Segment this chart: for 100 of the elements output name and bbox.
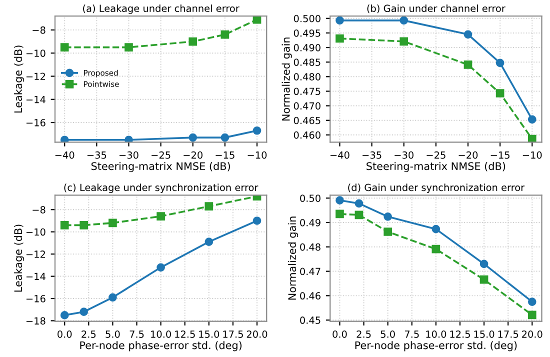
point [60,136,69,142]
x-tick-label: −25 [152,151,170,159]
x-tick-label: −30 [394,151,414,159]
x-tick-label: 5.0 [380,330,395,338]
x-tick-label: 12.5 [450,330,470,338]
x-axis-title: Steering-matrix NMSE (dB) [366,162,506,172]
point [188,37,198,46]
point [60,43,69,52]
point [108,218,117,228]
point [354,210,364,220]
x-tick-label: 15.0 [474,330,494,338]
x-tick-label: 17.5 [223,330,243,338]
y-tick-label: −10 [26,50,46,57]
x-tick-label: 2.5 [82,330,96,338]
y-tick-label: −16 [26,119,46,126]
x-tick-label: −35 [87,151,106,159]
point [204,238,214,246]
y-tick-label: 0.470 [294,102,320,110]
x-tick-label: −10 [522,151,542,159]
point [108,293,117,302]
point [432,224,440,234]
y-tick-label: 0.46 [300,292,320,300]
point [60,221,69,230]
point [384,212,392,221]
point [432,244,440,254]
y-tick-label: −8 [32,26,46,34]
y-tick-label: 0.50 [300,194,320,202]
point [124,136,133,142]
point [384,228,392,236]
x-tick-label: −15 [490,152,510,159]
point [528,310,536,320]
x-tick-label: −20 [184,151,202,159]
x-tick-label: 15.0 [199,330,220,338]
y-tick-label: 0.48 [300,243,320,251]
y-axis-title: Leakage (dB) [14,224,24,292]
y-tick-label: 0.480 [294,73,320,80]
point [220,133,230,142]
point [400,37,408,46]
x-tick-label: 20.0 [246,330,268,338]
x-tick-label: 7.5 [130,330,144,338]
chart-title: (d) Gain under synchronization error [348,184,525,194]
point [528,115,536,124]
point [156,263,165,272]
point [528,134,536,142]
x-tick-label: −40 [330,151,350,159]
x-axis-title: Steering-matrix NMSE (dB) [91,162,230,172]
x-tick-label: −35 [362,151,382,159]
point [480,275,488,284]
point [528,298,536,306]
y-tick-label: 0.475 [294,88,320,96]
x-axis-title: Per-node phase-error std. (deg) [80,341,242,352]
point [464,60,472,69]
y-tick-label: 0.485 [294,58,320,66]
point [80,221,88,230]
x-tick-label: −25 [426,151,446,159]
point [220,30,230,39]
point [80,308,88,316]
point [204,202,214,210]
point [252,216,262,225]
chart-title: (b) Gain under channel error [367,4,506,14]
x-tick-label: −10 [248,151,267,159]
x-axis-title: Per-node phase-error std. (deg) [355,341,517,352]
point [60,311,69,320]
y-tick-label: −14 [26,272,46,280]
y-tick-label: −12 [26,250,45,258]
point [400,16,408,25]
y-tick-label: −14 [26,96,46,104]
point [354,199,364,208]
y-tick-label: −12 [26,72,45,80]
point [336,210,344,218]
x-tick-label: 20.0 [522,330,542,338]
x-tick-label: 2.5 [356,330,371,338]
chart-title: (a) Leakage under channel error [83,4,240,14]
point [252,126,262,135]
point [336,196,344,204]
point [252,16,262,24]
chart-title: (c) Leakage under synchronization error [64,184,258,194]
y-tick-label: −10 [26,228,46,236]
x-tick-label: 7.5 [404,330,419,338]
point [496,89,504,98]
x-tick-label: 17.5 [498,330,518,338]
y-tick-label: −18 [26,317,46,325]
x-tick-label: 5.0 [106,330,120,338]
point [156,212,165,220]
y-tick-label: 0.465 [294,116,320,124]
point [336,16,344,25]
x-tick-label: 12.5 [175,330,195,338]
y-axis-title: Normalized gain [282,38,292,121]
y-tick-label: 0.495 [294,29,320,37]
x-tick-label: −20 [458,151,478,159]
y-tick-label: −16 [26,294,46,302]
point [188,133,198,142]
y-axis-title: Normalized gain [288,216,298,300]
x-tick-label: 10.0 [151,330,171,338]
y-tick-label: 0.47 [300,268,320,276]
y-tick-label: −8 [32,206,46,214]
y-tick-label: 0.460 [294,131,320,139]
point [464,30,472,39]
y-tick-label: 0.45 [300,316,320,324]
y-tick-label: 0.500 [294,14,320,22]
